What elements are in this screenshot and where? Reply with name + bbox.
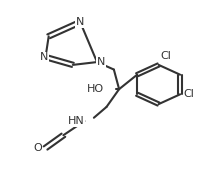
Text: Cl: Cl	[183, 89, 194, 99]
Text: N: N	[97, 57, 105, 67]
Text: HN: HN	[68, 116, 84, 126]
Text: O: O	[33, 143, 42, 153]
Text: N: N	[40, 52, 49, 62]
Text: Cl: Cl	[160, 51, 171, 61]
Text: HO: HO	[87, 84, 104, 94]
Text: N: N	[76, 17, 84, 27]
